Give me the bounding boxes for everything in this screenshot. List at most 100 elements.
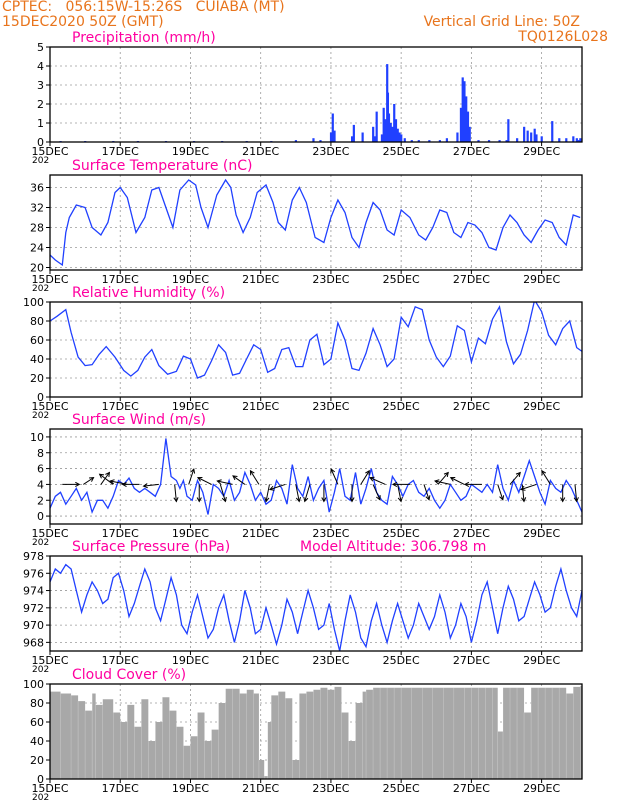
year-fragment: 202 — [32, 284, 49, 294]
precip-bar — [372, 126, 375, 142]
precip-bar — [445, 138, 449, 142]
precip-bar — [384, 119, 387, 142]
y-tick-label: 0 — [37, 773, 44, 786]
y-tick-label: 20 — [30, 372, 44, 385]
precip-bar — [456, 132, 459, 142]
precip-bar — [410, 140, 413, 142]
y-tick-label: 20 — [30, 262, 44, 275]
wind-arrow-head — [295, 496, 302, 503]
precip-bar — [526, 130, 529, 142]
wind-arrow-head — [249, 469, 255, 476]
pressure-subtitle: Model Altitude: 306.798 m — [300, 539, 486, 555]
wind-arrow-head — [520, 485, 526, 491]
wind-arrow-head — [499, 495, 505, 501]
cloud-area — [50, 685, 582, 779]
cloud-panel: 0 20 40 60 80 100 15DEC 17DEC 19DEC 21DEC 23DEC 25D… — [23, 667, 583, 800]
grid-note: Vertical Grid Line: 50Z — [423, 14, 580, 30]
cloud-data — [50, 685, 582, 779]
precip-bar — [294, 140, 298, 142]
precip-bar — [438, 140, 441, 142]
wind-arrow-head — [75, 481, 81, 488]
wind-arrow-head — [321, 497, 327, 503]
y-tick-label: 0 — [37, 510, 44, 523]
x-tick-label: 19DEC — [172, 145, 209, 158]
wind-arrow-head — [365, 469, 370, 476]
y-tick-label: 5 — [37, 41, 44, 54]
x-tick-label: 19DEC — [172, 400, 209, 413]
y-tick-label: 2 — [37, 494, 44, 507]
wind-panel: 0 2 4 6 8 10 15DEC 17DEC 19DEC 21DEC 23DEC 25DEC 27D… — [30, 412, 583, 548]
wind-arrow-head — [196, 497, 202, 503]
x-tick-label: 29DEC — [523, 782, 560, 795]
precip-bar — [382, 107, 385, 142]
y-tick-label: 974 — [23, 585, 44, 598]
precip-bar — [477, 140, 480, 142]
x-tick-label: 23DEC — [312, 400, 349, 413]
y-tick-label: 976 — [23, 567, 44, 580]
precip-bar — [331, 113, 334, 142]
wind-arrow-head — [369, 476, 375, 482]
x-tick-label: 29DEC — [523, 273, 560, 286]
x-tick-label: 17DEC — [102, 782, 139, 795]
wind-arrow-head — [109, 479, 115, 485]
pressure-data — [50, 563, 582, 651]
wind-arrow-head — [541, 469, 547, 476]
wind-arrow — [330, 468, 339, 485]
y-tick-label: 8 — [37, 447, 44, 460]
x-tick-label: 17DEC — [102, 273, 139, 286]
y-tick-label: 24 — [30, 242, 44, 255]
wind-arrow-head — [105, 471, 111, 478]
wind-arrow — [219, 484, 226, 502]
wind-arrow — [450, 477, 465, 485]
x-tick-label: 19DEC — [172, 273, 209, 286]
wind-arrow-head — [303, 496, 309, 503]
y-tick-label: 80 — [30, 697, 44, 710]
wind-title: Surface Wind (m/s) — [72, 412, 206, 428]
run-date: 15DEC2020 50Z (GMT) — [2, 14, 164, 30]
wind-arrow-head — [463, 481, 470, 488]
year-fragment: 202 — [32, 411, 49, 421]
wind-arrow — [497, 484, 504, 500]
precip-bar — [523, 126, 526, 142]
wind-arrow-head — [515, 471, 521, 478]
y-tick-label: 2 — [37, 98, 44, 111]
x-tick-label: 15DEC — [31, 400, 68, 413]
y-tick-label: 10 — [30, 431, 44, 444]
y-tick-label: 20 — [30, 754, 44, 767]
temperature-frame — [49, 174, 583, 271]
y-tick-label: 80 — [30, 315, 44, 328]
wind-arrow-head — [196, 476, 203, 482]
precip-bar — [465, 96, 468, 142]
x-tick-label: 25DEC — [383, 145, 420, 158]
x-tick-label: 21DEC — [242, 400, 279, 413]
humidity-data — [50, 302, 582, 379]
year-fragment: 202 — [32, 156, 49, 166]
wind-arrow-head — [330, 468, 336, 474]
y-tick-label: 100 — [23, 296, 44, 309]
temperature-line — [50, 178, 581, 267]
temperature-title: Surface Temperature (nC) — [72, 158, 253, 174]
precipitation-data — [59, 64, 582, 142]
wind-arrow-head — [121, 481, 127, 488]
precip-bar — [389, 123, 392, 142]
precip-bar — [463, 81, 466, 142]
wind-arrow — [423, 484, 430, 500]
precip-bar — [459, 107, 463, 142]
x-tick-label: 15DEC — [31, 145, 68, 158]
wind-arrow-head — [232, 475, 238, 481]
wind-arrow-head — [268, 485, 275, 491]
x-tick-label: 25DEC — [383, 400, 420, 413]
precip-bar — [380, 134, 384, 142]
precip-bar — [533, 128, 536, 142]
wind-arrow — [83, 477, 94, 485]
x-tick-label: 29DEC — [523, 654, 560, 667]
y-tick-label: 4 — [37, 60, 44, 73]
wind-arrow — [541, 470, 551, 485]
precip-bar — [461, 77, 464, 142]
precip-bar — [540, 136, 543, 142]
precip-bar — [577, 140, 580, 142]
wind-arrow — [250, 470, 260, 485]
wind-arrow — [369, 477, 386, 485]
precipitation-frame — [49, 46, 583, 143]
